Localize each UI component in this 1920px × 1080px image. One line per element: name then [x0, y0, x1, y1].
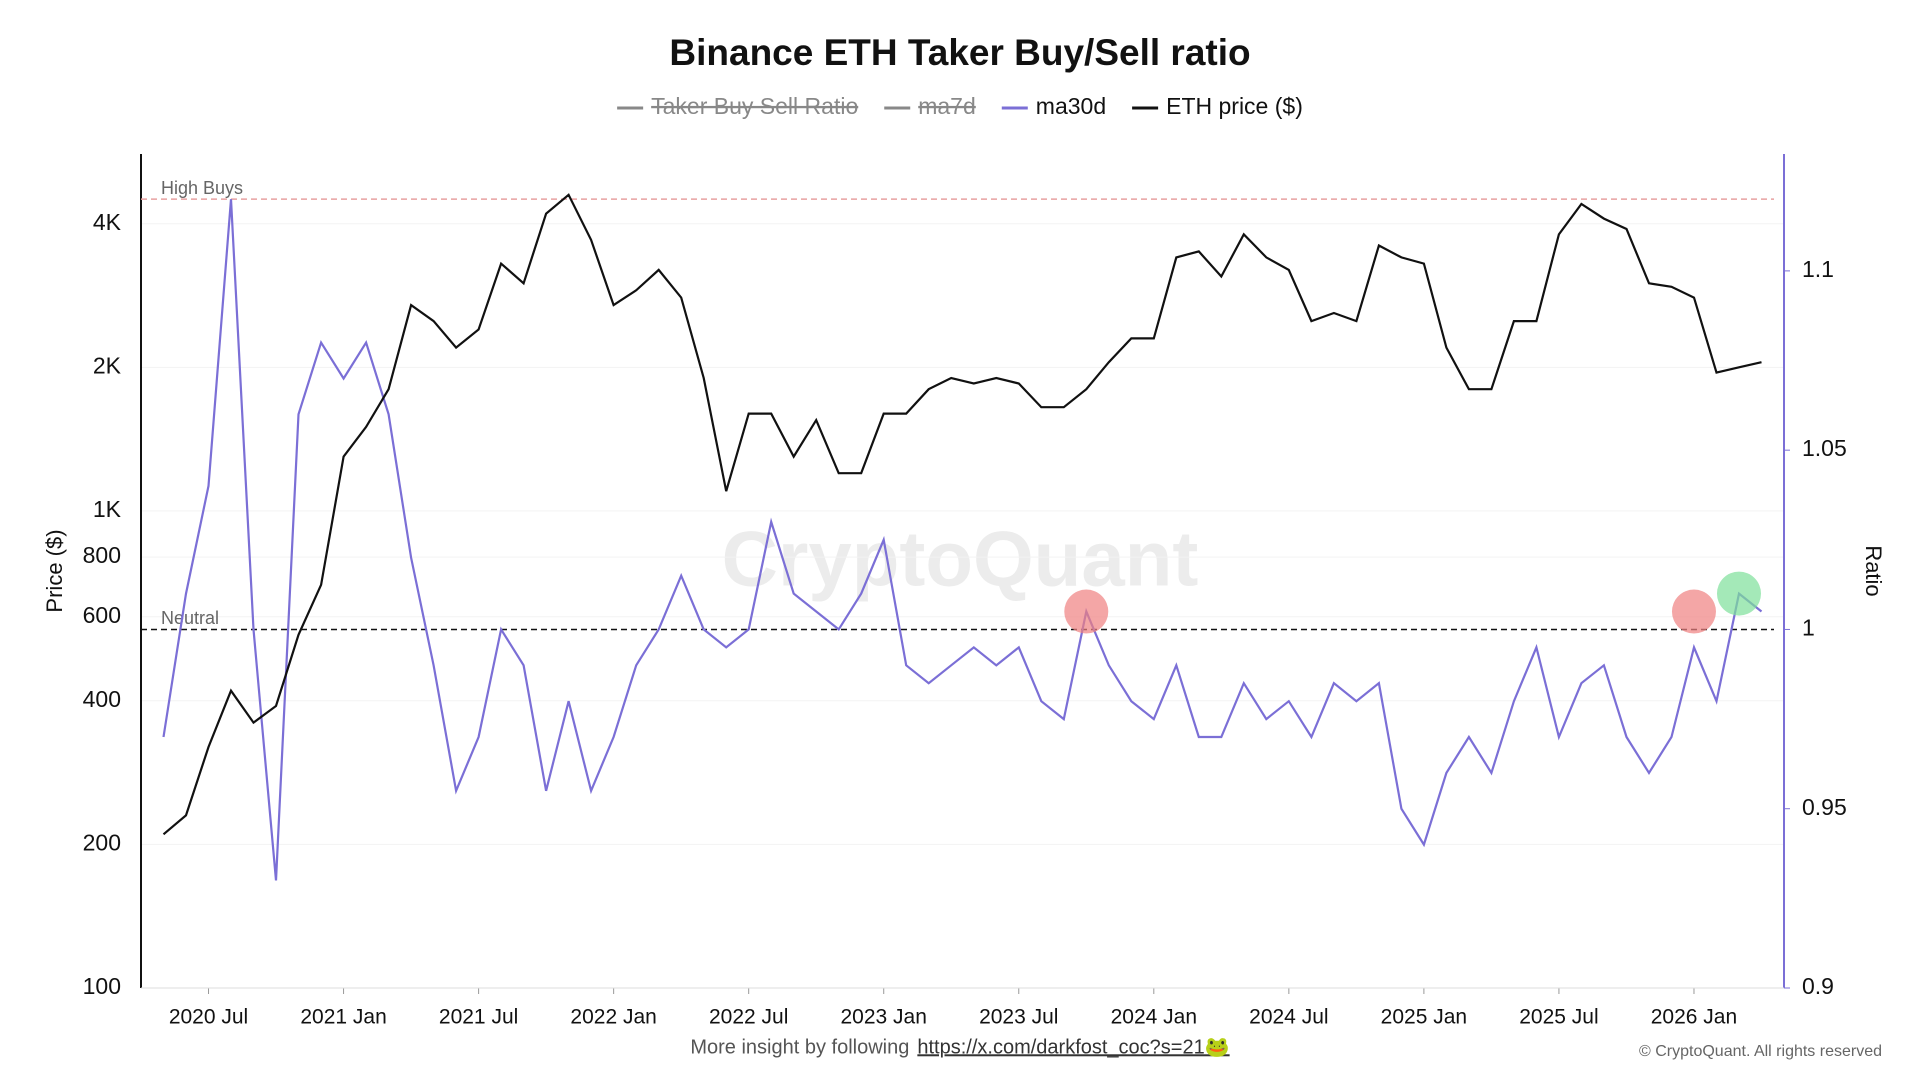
- y-tick-label: 4K: [93, 209, 122, 235]
- legend-label: Taker Buy Sell Ratio: [651, 93, 858, 119]
- y2-axis-title: Ratio: [1861, 545, 1886, 596]
- y2-tick-label: 0.9: [1802, 973, 1834, 999]
- y-axis-title: Price ($): [42, 529, 67, 612]
- y-tick-label: 600: [83, 602, 121, 628]
- x-tick-label: 2020 Jul: [169, 1006, 248, 1029]
- x-tick-label: 2022 Jan: [570, 1006, 656, 1029]
- y-tick-label: 200: [83, 829, 121, 855]
- y-tick-label: 1K: [93, 496, 122, 522]
- highlight-marker: [1671, 589, 1716, 634]
- reference-label: High Buys: [161, 178, 243, 198]
- y2-tick-label: 1: [1802, 615, 1815, 641]
- y-tick-label: 2K: [93, 352, 122, 378]
- x-tick-label: 2024 Jul: [1249, 1006, 1328, 1029]
- x-tick-label: 2025 Jan: [1381, 1006, 1467, 1029]
- x-tick-label: 2023 Jan: [841, 1006, 927, 1029]
- y2-tick-label: 1.05: [1802, 435, 1847, 461]
- x-tick-label: 2021 Jul: [439, 1006, 518, 1029]
- footer-text: More insight by following: [690, 1036, 909, 1058]
- x-tick-label: 2025 Jul: [1519, 1006, 1598, 1029]
- y2-tick-label: 0.95: [1802, 794, 1847, 820]
- watermark: CryptoQuant: [722, 515, 1199, 603]
- y-tick-label: 100: [83, 973, 121, 999]
- y2-tick-label: 1.1: [1802, 256, 1834, 282]
- footer-link[interactable]: https://x.com/darkfost_coc?s=21🐸: [917, 1036, 1229, 1058]
- legend-label: ETH price ($): [1166, 93, 1303, 119]
- x-tick-label: 2026 Jan: [1651, 1006, 1737, 1029]
- highlight-marker: [1716, 571, 1761, 616]
- x-tick-label: 2022 Jul: [709, 1006, 788, 1029]
- y-tick-label: 800: [83, 542, 121, 568]
- x-tick-label: 2024 Jan: [1111, 1006, 1197, 1029]
- legend-label: ma7d: [918, 93, 976, 119]
- chart-title: Binance ETH Taker Buy/Sell ratio: [669, 32, 1250, 73]
- reference-label: Neutral: [161, 608, 219, 628]
- copyright: © CryptoQuant. All rights reserved: [1639, 1043, 1882, 1060]
- series-line: [162, 193, 1762, 836]
- legend-label: ma30d: [1036, 93, 1106, 119]
- legend: Taker Buy Sell Ratio ma7d ma30d ETH price (…: [617, 93, 1303, 119]
- y-tick-label: 400: [83, 686, 121, 712]
- x-tick-label: 2023 Jul: [979, 1006, 1058, 1029]
- series-line: [162, 199, 1763, 881]
- highlight-marker: [1064, 589, 1109, 634]
- x-tick-label: 2021 Jan: [300, 1006, 386, 1029]
